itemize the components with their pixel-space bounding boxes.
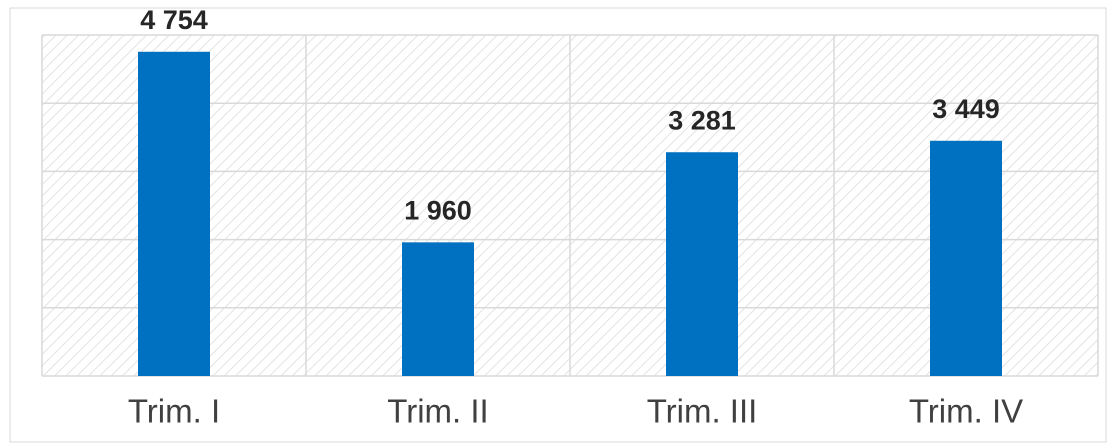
value-label: 4 754 — [140, 5, 208, 35]
value-label: 3 449 — [932, 94, 1000, 124]
bar — [666, 152, 738, 376]
x-tick-label: Trim. IV — [909, 393, 1023, 430]
value-label: 3 281 — [668, 105, 736, 135]
x-tick-label: Trim. II — [387, 393, 488, 430]
bar — [402, 242, 474, 376]
x-tick-label: Trim. III — [647, 393, 758, 430]
bar — [930, 140, 1002, 376]
bar — [138, 51, 210, 377]
value-label: 1 960 — [404, 195, 472, 225]
x-tick-label: Trim. I — [128, 393, 220, 430]
